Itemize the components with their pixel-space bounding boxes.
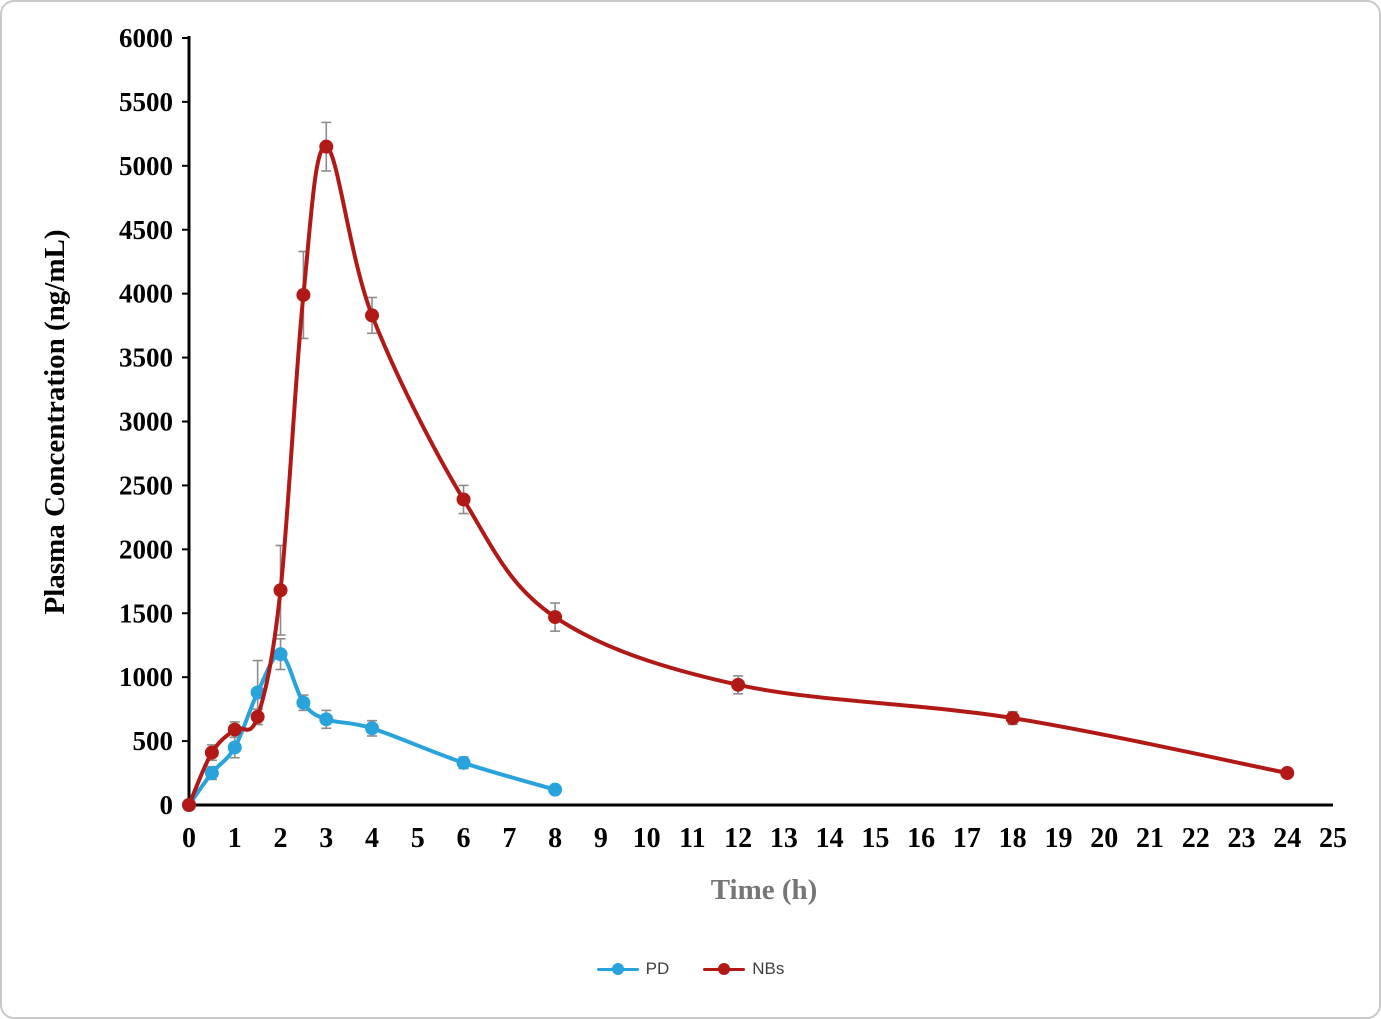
x-tick-label: 24 — [1273, 823, 1301, 854]
data-point-pd — [250, 685, 265, 700]
x-tick-label: 0 — [182, 823, 196, 854]
x-tick-label: 12 — [724, 823, 752, 854]
x-tick-label: 14 — [816, 823, 844, 854]
data-point-nbs — [182, 798, 196, 812]
data-point-pd — [204, 766, 219, 781]
y-tick-label: 3000 — [119, 407, 173, 437]
x-tick-label: 2 — [274, 823, 288, 854]
legend: PD NBs — [2, 959, 1379, 979]
x-tick-label: 21 — [1136, 823, 1164, 854]
x-tick-label: 4 — [365, 823, 379, 854]
data-point-nbs — [204, 745, 219, 760]
x-tick-label: 23 — [1227, 823, 1255, 854]
x-tick-label: 11 — [679, 823, 705, 854]
legend-label-nbs: NBs — [752, 959, 785, 978]
y-tick-label: 6000 — [119, 23, 173, 53]
y-axis-title: Plasma Concentration (ng/mL) — [39, 229, 71, 614]
y-tick-label: 0 — [160, 790, 174, 820]
pd-series-marker-icon — [596, 962, 639, 976]
x-tick-label: 18 — [999, 823, 1027, 854]
x-tick-label: 13 — [770, 823, 798, 854]
data-point-pd — [273, 647, 288, 662]
data-point-pd — [296, 695, 311, 710]
legend-label-pd: PD — [645, 959, 670, 978]
data-point-nbs — [731, 677, 746, 692]
x-tick-label: 5 — [411, 823, 425, 854]
y-tick-label: 2000 — [119, 534, 173, 564]
data-point-nbs — [365, 308, 380, 323]
data-point-pd — [456, 755, 471, 770]
data-point-pd — [365, 721, 380, 736]
y-tick-label: 5500 — [119, 87, 173, 117]
plot-area: 0 500 1000 1500 2000 2500 3000 3500 4000 4500 5000… — [119, 23, 1347, 854]
data-point-pd — [227, 740, 242, 755]
data-point-nbs — [319, 139, 334, 154]
data-point-nbs — [227, 722, 242, 737]
data-point-nbs — [273, 583, 288, 598]
data-point-nbs — [250, 709, 265, 724]
y-tick-label: 1000 — [119, 662, 173, 692]
series-line-nbs — [187, 144, 1290, 807]
x-tick-label: 8 — [548, 823, 562, 854]
y-tick-label: 4500 — [119, 215, 173, 245]
x-tick-label: 22 — [1182, 823, 1210, 854]
legend-item-nbs: NBs — [703, 959, 784, 979]
x-tick-label: 20 — [1090, 823, 1118, 854]
data-point-nbs — [456, 492, 471, 507]
x-tick-label: 1 — [228, 823, 242, 854]
x-tick-label: 19 — [1044, 823, 1072, 854]
y-tick-label: 3500 — [119, 343, 173, 373]
y-tick-label: 4000 — [119, 279, 173, 309]
x-tick-label: 9 — [594, 823, 608, 854]
y-tick-label: 5000 — [119, 151, 173, 181]
x-tick-label: 7 — [502, 823, 516, 854]
data-point-pd — [548, 782, 563, 797]
data-point-nbs — [1280, 766, 1295, 781]
data-point-nbs — [296, 287, 311, 302]
x-tick-label: 25 — [1319, 823, 1347, 854]
y-tick-label: 2500 — [119, 470, 173, 500]
series-line-pd — [187, 652, 558, 807]
x-tick-label: 17 — [953, 823, 981, 854]
x-tick-label: 3 — [319, 823, 333, 854]
data-point-nbs — [1005, 711, 1020, 726]
x-axis-title: Time (h) — [711, 874, 818, 906]
data-point-nbs — [548, 610, 563, 625]
nbs-series-marker-icon — [703, 962, 746, 976]
data-point-pd — [319, 712, 334, 727]
x-tick-label: 6 — [457, 823, 471, 854]
x-tick-label: 15 — [861, 823, 889, 854]
x-tick-label: 16 — [907, 823, 935, 854]
legend-item-pd: PD — [596, 959, 670, 979]
x-tick-label: 10 — [633, 823, 661, 854]
y-tick-label: 500 — [133, 726, 174, 756]
y-tick-label: 1500 — [119, 598, 173, 628]
